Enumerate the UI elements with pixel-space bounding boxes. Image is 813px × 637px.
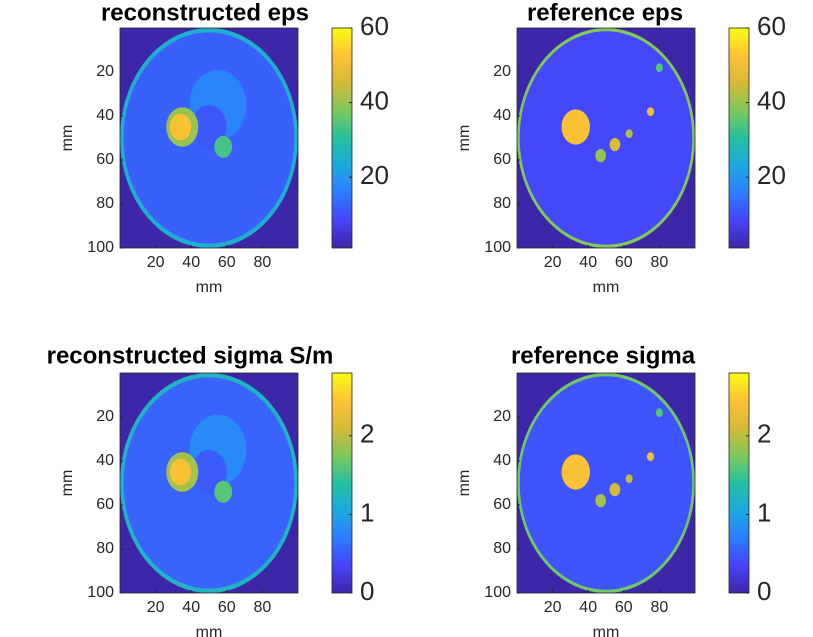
region — [655, 408, 663, 417]
x-axis-label: mm — [196, 624, 223, 637]
y-tick-label: 40 — [96, 107, 114, 124]
axes-box — [119, 372, 299, 594]
x-tick-label: 20 — [147, 254, 165, 271]
colorbar-tick-label: 2 — [360, 419, 374, 449]
colorbar — [728, 372, 750, 594]
y-tick-label: 40 — [493, 452, 511, 469]
x-tick-label: 80 — [254, 254, 272, 271]
chart-title: reference eps — [527, 0, 683, 26]
region — [609, 138, 621, 152]
y-tick-label: 100 — [87, 239, 114, 256]
y-tick-label: 60 — [493, 151, 511, 168]
axes-box — [119, 27, 299, 249]
x-tick-label: 40 — [579, 599, 597, 616]
chart-title: reference sigma — [511, 342, 696, 369]
chart-title: reconstructed sigma S/m — [47, 342, 334, 369]
y-tick-label: 20 — [493, 63, 511, 80]
region — [625, 474, 633, 483]
region — [561, 109, 590, 145]
x-tick-label: 20 — [544, 254, 562, 271]
x-tick-label: 60 — [218, 599, 236, 616]
region — [214, 135, 233, 158]
y-axis-label: mm — [59, 125, 76, 152]
colorbar — [728, 27, 750, 249]
colorbar-tick-label: 1 — [757, 497, 771, 527]
colorbar-tick-label: 60 — [757, 11, 786, 41]
chart-title: reconstructed eps — [101, 0, 309, 26]
colorbar-tick-label: 60 — [360, 11, 389, 41]
heatmap-image — [120, 28, 298, 248]
axes-box — [516, 27, 696, 249]
y-tick-label: 80 — [96, 195, 114, 212]
x-tick-label: 60 — [615, 254, 633, 271]
x-tick-label: 80 — [651, 254, 669, 271]
y-axis-label: mm — [456, 470, 473, 497]
region — [646, 107, 655, 116]
region — [646, 452, 655, 461]
colorbar-tick-label: 2 — [757, 419, 771, 449]
y-tick-label: 80 — [96, 540, 114, 557]
x-tick-label: 40 — [579, 254, 597, 271]
colorbar-tick-label: 40 — [757, 85, 786, 115]
region — [214, 480, 233, 503]
y-tick-label: 60 — [96, 496, 114, 513]
y-tick-label: 80 — [493, 195, 511, 212]
region — [191, 105, 227, 149]
colorbar-tick-label: 0 — [757, 576, 771, 606]
region — [625, 129, 633, 139]
heatmap-image — [517, 373, 695, 593]
colorbar-tick-label: 0 — [360, 576, 374, 606]
x-tick-label: 20 — [544, 599, 562, 616]
y-axis-label: mm — [456, 125, 473, 152]
x-tick-label: 80 — [651, 599, 669, 616]
region — [519, 376, 693, 590]
region — [519, 31, 693, 245]
x-tick-label: 60 — [218, 254, 236, 271]
x-tick-label: 80 — [254, 599, 272, 616]
y-tick-label: 100 — [87, 584, 114, 601]
x-tick-label: 40 — [182, 254, 200, 271]
colorbar-tick-label: 40 — [360, 85, 389, 115]
region — [561, 454, 590, 490]
colorbar-tick-label: 20 — [360, 160, 389, 190]
region — [595, 494, 606, 508]
y-tick-label: 40 — [493, 107, 511, 124]
heatmap-image — [120, 373, 298, 593]
x-tick-label: 40 — [182, 599, 200, 616]
region — [595, 149, 606, 163]
colorbar — [331, 372, 353, 594]
x-tick-label: 60 — [615, 599, 633, 616]
x-axis-label: mm — [593, 624, 620, 637]
x-axis-label: mm — [593, 279, 620, 296]
x-tick-label: 20 — [147, 599, 165, 616]
y-tick-label: 100 — [484, 239, 511, 256]
y-tick-label: 60 — [493, 496, 511, 513]
heatmap-image — [517, 28, 695, 248]
y-tick-label: 100 — [484, 584, 511, 601]
y-tick-label: 40 — [96, 452, 114, 469]
colorbar — [331, 27, 353, 249]
region — [609, 483, 621, 497]
region — [655, 63, 663, 72]
colorbar-tick-label: 1 — [360, 497, 374, 527]
y-tick-label: 20 — [96, 63, 114, 80]
x-axis-label: mm — [196, 279, 223, 296]
y-tick-label: 80 — [493, 540, 511, 557]
y-axis-label: mm — [59, 470, 76, 497]
region — [169, 458, 192, 486]
colorbar-tick-label: 20 — [757, 160, 786, 190]
y-tick-label: 60 — [96, 151, 114, 168]
y-tick-label: 20 — [96, 408, 114, 425]
axes-box — [516, 372, 696, 594]
y-tick-label: 20 — [493, 408, 511, 425]
region — [169, 113, 192, 141]
